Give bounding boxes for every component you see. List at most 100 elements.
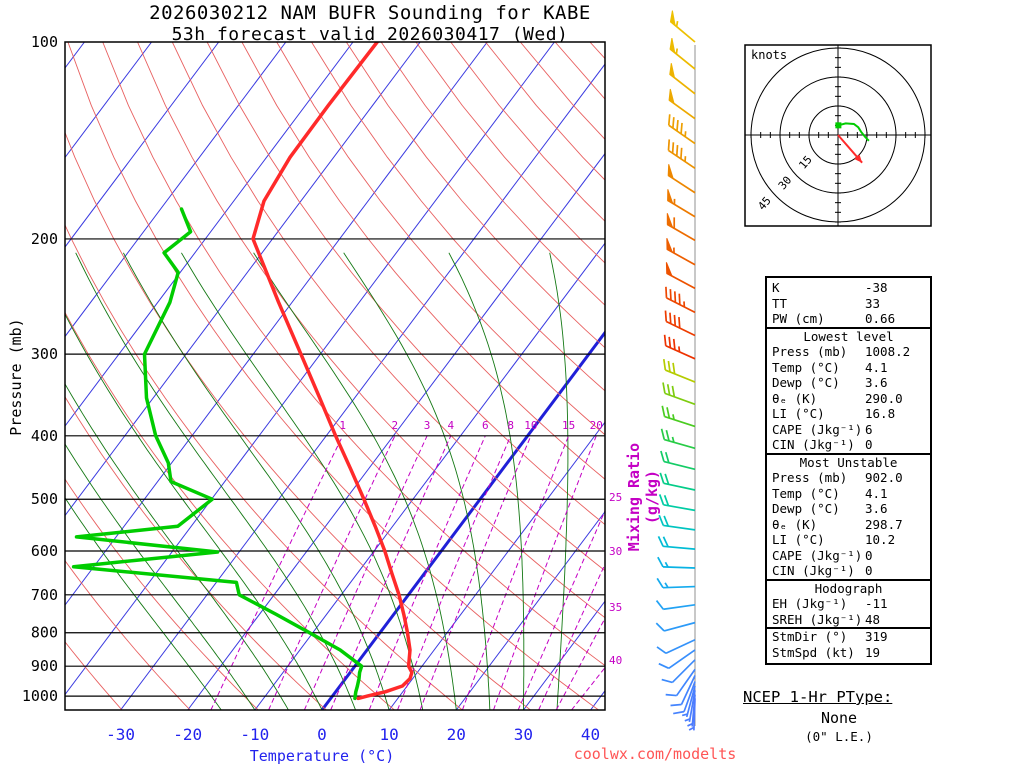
wind-barbs-group (655, 10, 696, 731)
hodograph-trace (838, 122, 870, 142)
svg-text:3: 3 (424, 419, 431, 432)
stats-row-value: 6 (865, 421, 873, 437)
mixing-ratio-axis-label: Mixing Ratio (g/kg) (625, 442, 661, 552)
ptype-value: None (820, 709, 858, 727)
mixing-ratio-labels: 1 2 3 4 6 8 10 15 20 25 30 35 40 (339, 419, 622, 667)
wind-barb (655, 621, 696, 632)
hodograph-ring (750, 47, 926, 223)
stats-row-value: -38 (865, 280, 888, 295)
stats-row: CAPE (Jkg⁻¹) 6 (772, 422, 925, 438)
hodograph-units-label: knots (751, 48, 788, 62)
stats-section: Most Unstable Press (mb) 902.0 Temp (°C) 4.1… (767, 452, 930, 579)
stats-row-value: 19 (865, 644, 881, 660)
stats-row: StmSpd (kt) 19 (772, 645, 925, 661)
pressure-axis-label: Pressure (mb) (7, 318, 25, 436)
stats-row-label: SREH (Jkg⁻¹) (772, 611, 863, 627)
wind-barb (660, 450, 696, 471)
svg-text:40: 40 (609, 654, 622, 667)
svg-text:1000: 1000 (22, 687, 58, 705)
stats-row: CIN (Jkg⁻¹) 0 (772, 563, 925, 579)
stats-row-value: 10.2 (865, 532, 896, 547)
moist-adiabats-group (65, 252, 569, 710)
stats-row-label: θₑ (K) (772, 516, 818, 532)
stats-row: CIN (Jkg⁻¹) 0 (772, 437, 925, 453)
stats-row: Temp (°C) 4.1 (772, 486, 925, 502)
title-line1: 2026030212 NAM BUFR Sounding for KABE (149, 2, 591, 24)
stats-row-label: Temp (°C) (772, 359, 840, 375)
stats-row-value: 3.6 (865, 501, 888, 516)
stats-row-value: 0 (865, 547, 873, 563)
svg-text:900: 900 (31, 657, 58, 675)
wind-barb (662, 382, 696, 406)
stats-row-label: Press (mb) (772, 344, 848, 359)
plot-area (65, 42, 605, 710)
stats-row-value: 0.66 (865, 311, 896, 326)
stats-row-value: -11 (865, 596, 888, 611)
wind-barb (666, 238, 696, 266)
temperature-curve (251, 42, 414, 701)
stats-row: Dewp (°C) 3.6 (772, 501, 925, 517)
wind-barb (655, 600, 696, 611)
stats-row-value: 1008.2 (865, 344, 911, 359)
stats-row-value: 48 (865, 611, 881, 627)
svg-text:8: 8 (507, 419, 514, 432)
storm-motion-arrowhead (854, 154, 863, 163)
stats-section: K -38 TT 33 PW (cm) 0.66 (767, 280, 930, 327)
stats-row-value: 290.0 (865, 390, 903, 406)
wind-barb (681, 685, 696, 718)
stats-section: Lowest level Press (mb) 1008.2 Temp (°C) 4.1… (767, 326, 930, 453)
svg-text:40: 40 (581, 725, 600, 744)
stats-row-value: 298.7 (865, 516, 903, 532)
temperature-axis-label: Temperature (°C) (249, 747, 395, 765)
wind-barb (665, 668, 696, 697)
wind-barb (657, 556, 696, 569)
stats-row-label: Temp (°C) (772, 485, 840, 501)
stats-section-header: Most Unstable (799, 454, 898, 470)
stats-row-value: 0 (865, 437, 873, 452)
wind-barb (669, 38, 696, 70)
svg-text:20: 20 (447, 725, 466, 744)
wind-barb (665, 262, 696, 290)
stats-row-value: 33 (865, 295, 881, 311)
wind-barb (661, 659, 696, 684)
stats-panel: K -38 TT 33 PW (cm) 0.66 Lowest level Press (mb… (765, 276, 932, 665)
svg-text:6: 6 (482, 419, 489, 432)
stats-section: Hodograph EH (Jkg⁻¹) -11 SREH (Jkg⁻¹) 48 (767, 578, 930, 628)
stats-row: K -38 (772, 280, 925, 296)
svg-text:30: 30 (609, 545, 622, 558)
wind-barb (667, 139, 696, 170)
wind-barb (662, 359, 696, 383)
stats-section-header: Lowest level (803, 328, 894, 344)
wind-barb (657, 536, 696, 550)
wind-barb (666, 213, 696, 242)
svg-text:0: 0 (317, 725, 327, 744)
stats-row-value: 16.8 (865, 406, 896, 421)
wind-barb (688, 698, 696, 731)
wind-barb (658, 649, 696, 670)
ptype-sub: (0" L.E.) (805, 729, 873, 744)
svg-text:1: 1 (339, 419, 346, 432)
mixing-ratio-group (210, 435, 605, 710)
stats-row: StmDir (°) 319 (772, 629, 925, 645)
wind-barb (667, 189, 696, 218)
wind-barb (668, 88, 696, 120)
stats-row-label: CIN (Jkg⁻¹) (772, 437, 855, 452)
svg-text:10: 10 (524, 419, 537, 432)
stats-row: Press (mb) 902.0 (772, 470, 925, 486)
svg-text:-30: -30 (106, 725, 135, 744)
stats-row-label: CAPE (Jkg⁻¹) (772, 547, 863, 563)
stats-row: θₑ (K) 298.7 (772, 517, 925, 533)
svg-text:30: 30 (514, 725, 533, 744)
stats-row: Temp (°C) 4.1 (772, 360, 925, 376)
svg-text:-10: -10 (240, 725, 269, 744)
pressure-tick-labels: 100 200 300 400 500 600 700 800 900 1000 (22, 33, 58, 705)
stats-row: θₑ (K) 290.0 (772, 391, 925, 407)
wind-barb (658, 514, 696, 531)
hodograph-ring (808, 105, 868, 165)
svg-text:10: 10 (380, 725, 399, 744)
stats-row-label: CIN (Jkg⁻¹) (772, 563, 855, 578)
stats-row-label: Dewp (°C) (772, 501, 840, 516)
stats-row-label: PW (cm) (772, 311, 825, 326)
